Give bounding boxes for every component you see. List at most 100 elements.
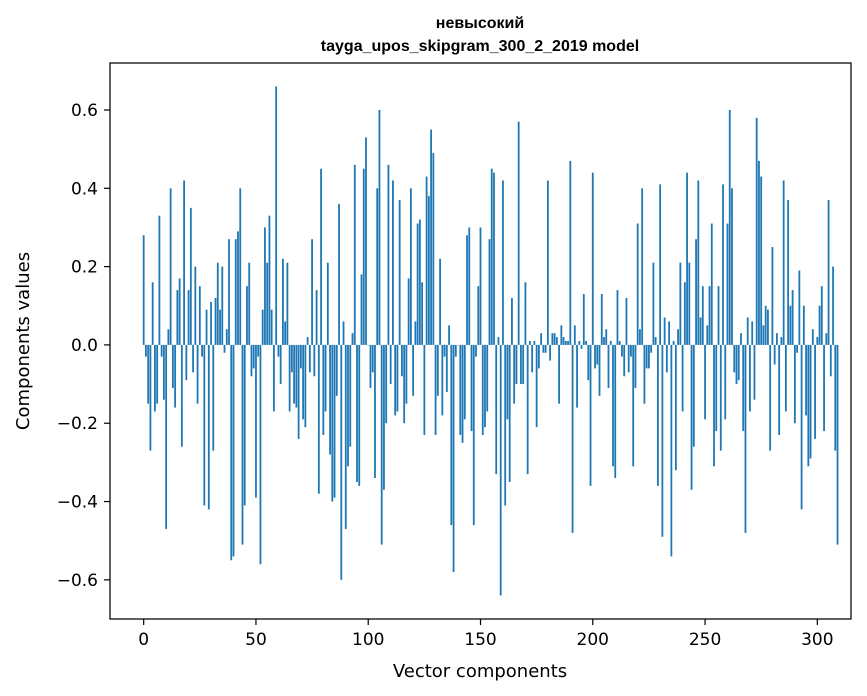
- bar: [787, 200, 790, 345]
- bar: [241, 344, 244, 545]
- bar: [751, 321, 754, 345]
- y-tick-label: −0.6: [57, 571, 98, 591]
- bar: [767, 309, 769, 345]
- bar: [648, 344, 650, 369]
- bar: [535, 344, 538, 428]
- bar: [769, 344, 772, 451]
- bar: [823, 344, 825, 432]
- bar: [414, 321, 417, 345]
- bar: [704, 344, 706, 420]
- bar: [603, 337, 605, 345]
- bar: [517, 121, 520, 345]
- bar: [540, 333, 543, 345]
- bar: [587, 344, 590, 381]
- bar: [396, 344, 399, 412]
- bar: [764, 305, 767, 345]
- bar: [495, 344, 498, 475]
- bar: [497, 337, 500, 345]
- bar: [383, 344, 385, 490]
- bar: [811, 329, 814, 345]
- bar: [607, 344, 610, 388]
- bar: [214, 297, 217, 345]
- bar: [636, 223, 639, 345]
- bar: [800, 344, 803, 510]
- bar: [701, 286, 704, 345]
- y-axis-ticks: −0.6 −0.4 −0.2 0.0 0.2 0.4 0.6: [57, 101, 110, 591]
- bar: [207, 344, 210, 510]
- bar: [403, 344, 406, 424]
- bar: [196, 344, 199, 404]
- bar: [634, 344, 637, 388]
- bar: [266, 262, 269, 345]
- bar: [645, 344, 648, 369]
- bar: [282, 258, 284, 345]
- bar: [174, 344, 177, 408]
- bar: [802, 305, 805, 345]
- bar: [268, 215, 271, 345]
- bar: [596, 344, 599, 365]
- bar: [374, 344, 376, 479]
- bar: [221, 266, 224, 345]
- bar: [744, 344, 747, 533]
- y-tick-label: −0.4: [57, 493, 98, 513]
- bar: [520, 344, 522, 385]
- bar: [324, 344, 327, 412]
- bar: [776, 333, 778, 345]
- bar: [681, 344, 684, 412]
- x-tick-label: 100: [352, 630, 384, 650]
- bar: [605, 329, 608, 345]
- bar: [832, 266, 834, 345]
- bar: [643, 344, 646, 404]
- bar: [827, 200, 830, 345]
- bar: [275, 86, 278, 345]
- bar: [293, 344, 296, 404]
- bar: [387, 164, 390, 345]
- bar: [356, 344, 358, 482]
- bar: [443, 344, 446, 357]
- bar: [674, 344, 677, 471]
- bar: [755, 117, 758, 345]
- bar: [439, 258, 441, 345]
- bar: [165, 344, 168, 529]
- bar: [151, 282, 154, 345]
- bar: [665, 344, 668, 373]
- bar: [537, 344, 540, 369]
- bar: [145, 344, 147, 357]
- bar: [259, 344, 262, 565]
- bar: [178, 278, 181, 345]
- bar: [814, 344, 816, 439]
- bar: [793, 344, 796, 424]
- bar: [333, 344, 336, 498]
- bar: [436, 344, 439, 396]
- y-tick-label: 0.2: [71, 258, 98, 278]
- bar-series: [142, 86, 839, 596]
- bar: [232, 344, 235, 557]
- bar: [668, 321, 671, 345]
- bar: [782, 180, 785, 345]
- bar: [320, 168, 322, 345]
- bar: [425, 176, 428, 345]
- bar: [625, 297, 628, 345]
- bar: [201, 344, 203, 357]
- bar: [252, 344, 255, 369]
- bar: [470, 344, 473, 432]
- bar: [722, 184, 724, 345]
- bar: [632, 344, 635, 467]
- bar: [441, 344, 444, 416]
- bar: [728, 109, 731, 345]
- bar: [315, 290, 318, 345]
- bar: [555, 337, 558, 345]
- bar: [230, 344, 233, 561]
- bar: [183, 180, 185, 345]
- bar: [733, 344, 736, 373]
- bar: [405, 344, 408, 404]
- bar: [731, 188, 733, 345]
- bar: [290, 344, 293, 373]
- y-axis-label: Components values: [13, 252, 34, 430]
- bar: [412, 344, 415, 396]
- bar: [504, 344, 507, 506]
- bar: [708, 286, 711, 345]
- bar: [219, 309, 221, 345]
- bar: [313, 344, 316, 377]
